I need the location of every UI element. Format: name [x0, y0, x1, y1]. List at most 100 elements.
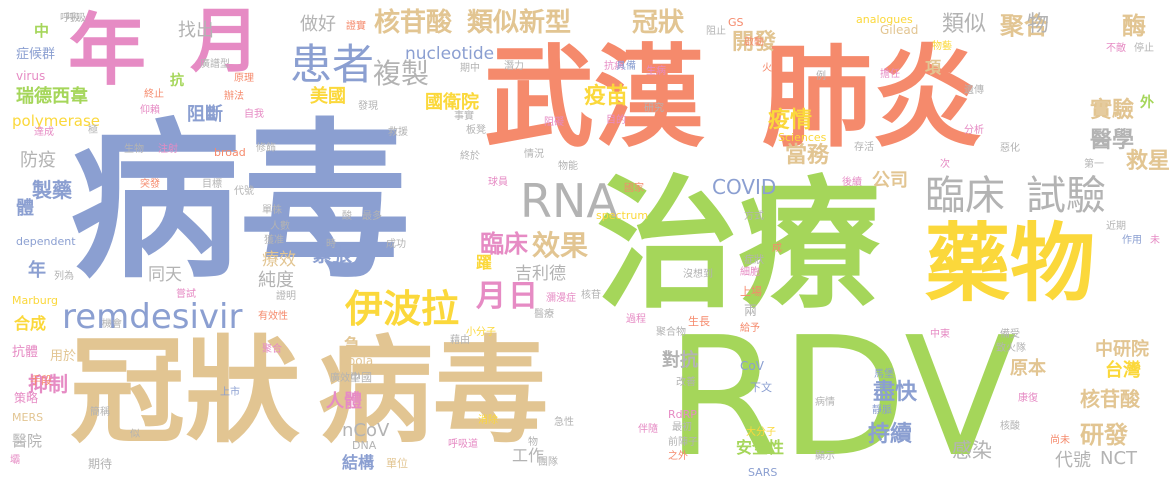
cloud-word: 病毒: [318, 325, 549, 459]
cloud-word: 製藥: [32, 178, 72, 202]
cloud-word: RDV: [666, 301, 1017, 482]
cloud-word: 急性: [554, 417, 574, 428]
cloud-word: 阻止: [706, 26, 726, 37]
cloud-word: 國家: [624, 183, 644, 194]
cloud-word: 武漢: [484, 34, 704, 162]
cloud-word: 呼吸: [66, 13, 86, 24]
cloud-word: 伴隨: [638, 424, 658, 435]
cloud-word: 阻斷: [187, 104, 223, 125]
cloud-word: 試驗: [1026, 173, 1106, 219]
cloud-word: 中東: [930, 329, 950, 340]
cloud-word: analogues: [856, 13, 913, 26]
cloud-word: 抗病: [604, 61, 624, 72]
cloud-word: 分析: [964, 125, 984, 136]
cloud-word: 吉利德: [515, 264, 566, 284]
cloud-word: 台灣: [1105, 360, 1141, 381]
cloud-word: Gilead: [880, 23, 919, 37]
cloud-word: 期中: [460, 63, 480, 74]
cloud-word: 終於: [460, 151, 480, 162]
cloud-word: 最多: [362, 211, 382, 222]
cloud-word: 火速: [762, 63, 782, 74]
cloud-word: 未: [1150, 235, 1160, 246]
cloud-word: 醫學: [1090, 128, 1135, 153]
cloud-word: 核苷: [581, 290, 601, 301]
cloud-word: 聚合物: [656, 327, 686, 338]
cloud-word: 團隊: [538, 457, 558, 468]
cloud-word: 遺傳: [964, 85, 984, 96]
cloud-word: 防疫: [20, 150, 56, 171]
cloud-word: SARS: [748, 466, 778, 479]
cloud-word: 改善: [676, 377, 696, 388]
cloud-word: 時: [326, 239, 336, 250]
cloud-word: 中研院: [1095, 339, 1149, 360]
cloud-word: 複製: [373, 57, 430, 90]
cloud-word: 成功: [386, 239, 406, 250]
cloud-word: RdRP: [668, 408, 697, 421]
cloud-word: 救星: [1126, 149, 1171, 174]
cloud-word: Ebola: [340, 354, 374, 368]
cloud-word: 效果: [532, 229, 589, 262]
cloud-word: 目標: [202, 179, 222, 190]
cloud-word: 持續: [868, 422, 913, 447]
cloud-word: 代號: [234, 186, 254, 197]
cloud-word: 目的: [606, 115, 626, 126]
cloud-word: 類似: [942, 12, 987, 37]
cloud-word: 藥物: [925, 215, 1096, 314]
cloud-word: 情況: [524, 149, 544, 160]
cloud-word: 啟動: [744, 37, 764, 48]
cloud-word: 物能: [558, 161, 578, 172]
cloud-word: 給予: [740, 323, 760, 334]
cloud-word: 國衛院: [425, 92, 479, 113]
cloud-word: 物: [528, 437, 538, 448]
cloud-word: 月: [476, 279, 506, 314]
cloud-word: 生物: [124, 144, 144, 155]
cloud-word: 方式: [744, 211, 764, 222]
cloud-word: 藉由: [450, 335, 470, 346]
cloud-word: 最初: [672, 422, 692, 433]
cloud-word: 前陣子: [668, 437, 698, 448]
cloud-word: 成: [772, 243, 782, 254]
cloud-word: 有效性: [258, 311, 288, 322]
cloud-word: 消除: [478, 415, 498, 426]
cloud-word: 核苷酸: [1080, 387, 1140, 411]
cloud-word: virus: [16, 69, 46, 83]
cloud-word: 同天: [148, 265, 182, 285]
cloud-word: 極: [88, 125, 98, 136]
cloud-word: 呼吸: [60, 13, 80, 24]
cloud-word: 中: [34, 22, 50, 40]
cloud-word: 事實: [454, 111, 474, 122]
cloud-word: 合成: [14, 314, 47, 333]
cloud-word: 自我: [244, 109, 264, 120]
cloud-word: 冠狀: [632, 8, 685, 38]
cloud-word: 盡快: [873, 380, 918, 405]
cloud-word: nCoV: [342, 420, 390, 441]
cloud-word: 酸: [342, 211, 352, 222]
cloud-word: CoV: [740, 359, 764, 373]
cloud-word: 具備: [616, 61, 636, 72]
cloud-word: 上市: [220, 387, 240, 398]
cloud-word: NCT: [1100, 448, 1138, 469]
cloud-word: 找出: [178, 20, 214, 41]
cloud-word: 臨床: [480, 230, 528, 258]
cloud-word: Marburg: [12, 294, 59, 307]
cloud-word: 細胞: [740, 267, 760, 278]
cloud-word: 廣譜型: [200, 59, 230, 70]
cloud-word: 實驗: [1090, 98, 1135, 123]
cloud-word: Sciences: [778, 131, 827, 144]
cloud-word: 日: [508, 279, 538, 314]
cloud-word: 證明: [276, 291, 296, 302]
cloud-word: remdesivir: [62, 297, 243, 337]
cloud-word: 救援: [388, 127, 408, 138]
cloud-word: 核酸: [1000, 421, 1020, 432]
cloud-word: 人體: [326, 391, 362, 412]
cloud-word: 注射: [158, 144, 178, 155]
cloud-word: 簡稱: [90, 407, 110, 418]
cloud-word: COVID: [712, 175, 777, 199]
cloud-word: 療效: [262, 250, 296, 270]
cloud-word: 次: [940, 159, 950, 170]
cloud-word: 做好: [300, 14, 336, 35]
cloud-word: 球員: [488, 177, 508, 188]
cloud-word: 單株: [262, 205, 282, 216]
cloud-word: 病毒: [70, 104, 411, 302]
